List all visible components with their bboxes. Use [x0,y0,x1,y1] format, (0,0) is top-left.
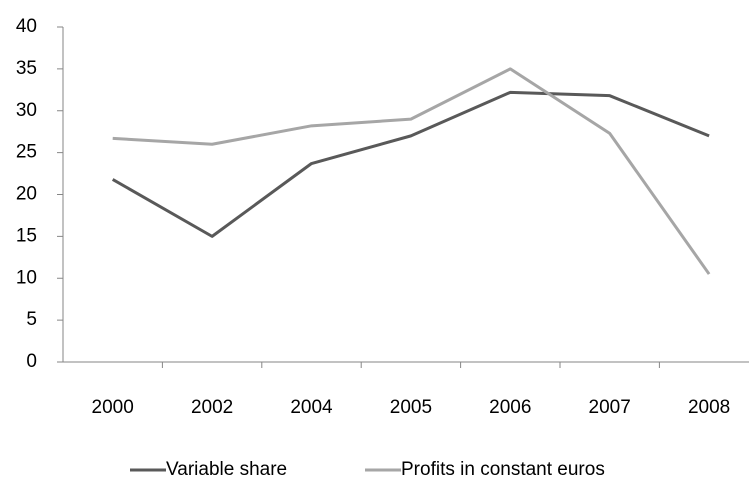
x-tick-label: 2007 [589,397,631,418]
y-tick-label: 35 [16,58,37,79]
series-line [111,90,710,238]
y-tick-label: 20 [16,184,37,205]
y-tick-label: 5 [26,309,37,330]
y-tick-label: 10 [16,267,37,288]
y-tick-label: 0 [26,351,37,372]
x-tick-label: 2002 [191,397,233,418]
y-tick-label: 40 [16,16,37,37]
x-tick-label: 2004 [290,397,333,418]
x-tick-label: 2005 [390,397,432,418]
x-tick-label: 2000 [92,397,134,418]
legend-label: Profits in constant euros [401,459,605,480]
legend-label: Variable share [166,459,287,480]
series-line [112,67,711,275]
y-tick-label: 15 [16,225,37,246]
y-tick-label: 25 [16,142,37,163]
x-tick-label: 2006 [489,397,531,418]
y-tick-label: 30 [16,100,37,121]
x-tick-label: 2008 [688,397,730,418]
